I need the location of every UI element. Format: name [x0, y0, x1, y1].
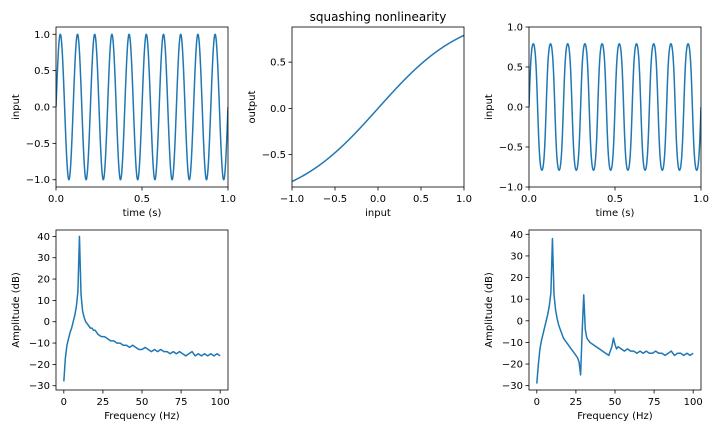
- y-tick-label: −0.5: [262, 150, 286, 161]
- x-tick-label: −1.0: [280, 194, 304, 205]
- x-tick-label: 1.0: [456, 194, 472, 205]
- y-tick-label: 1.0: [34, 30, 50, 41]
- y-tick-label: −20: [502, 360, 523, 371]
- y-tick-label: 0.5: [34, 66, 50, 77]
- y-tick-label: −0.5: [26, 139, 50, 150]
- x-axis-label: Frequency (Hz): [104, 411, 180, 422]
- x-tick-label: 75: [648, 397, 661, 408]
- series-line-0: [63, 235, 221, 382]
- x-axis-label: time (s): [123, 208, 162, 219]
- x-axis-label: Frequency (Hz): [577, 411, 653, 422]
- y-tick-label: 30: [510, 251, 523, 262]
- x-tick-label: 0: [61, 397, 67, 408]
- y-tick-label: −30: [502, 381, 523, 392]
- y-tick-label: −30: [29, 381, 50, 392]
- x-tick-label: 0.0: [48, 194, 64, 205]
- y-tick-label: 0.0: [270, 104, 286, 115]
- x-tick-label: 0.0: [521, 194, 537, 205]
- panel-spectrum-squashed: 0 25 50 75 100 −30 −20 −10 0 10 20 30 40 Frequency (H…: [484, 229, 703, 422]
- x-tick-label: 75: [175, 397, 188, 408]
- x-tick-label: 0: [534, 397, 540, 408]
- x-tick-label: 0.5: [413, 194, 429, 205]
- panel-spectrum-input: 0 25 50 75 100 −30 −20 −10 0 10 20 30 40 Frequency (H…: [11, 229, 230, 422]
- x-tick-label: 100: [211, 397, 230, 408]
- x-tick-label: 50: [136, 397, 149, 408]
- series-line-0: [56, 33, 228, 181]
- x-tick-label: 0.0: [370, 194, 386, 205]
- y-tick-label: 0: [44, 317, 50, 328]
- y-axis-label: input: [484, 94, 495, 120]
- chart-title: squashing nonlinearity: [310, 10, 447, 24]
- y-tick-label: −20: [29, 360, 50, 371]
- y-axis-label: input: [11, 94, 22, 120]
- axes-frame: [528, 229, 702, 391]
- y-tick-label: 30: [37, 253, 50, 264]
- panel-squashing-nonlinearity: −1.0 −0.5 0.0 0.5 1.0 −0.5 0.0 0.5 input output sq…: [247, 10, 472, 219]
- series-line-0: [292, 34, 464, 183]
- y-tick-label: 0: [517, 316, 523, 327]
- x-tick-label: −0.5: [323, 194, 347, 205]
- y-tick-label: −1.0: [499, 183, 523, 194]
- x-tick-label: 25: [97, 397, 110, 408]
- y-tick-label: −10: [29, 339, 50, 350]
- y-tick-label: 20: [37, 275, 50, 286]
- y-tick-label: 1.0: [507, 23, 523, 34]
- series-line-0: [529, 43, 701, 171]
- x-tick-label: 25: [570, 397, 583, 408]
- y-tick-label: 0.0: [34, 103, 50, 114]
- y-tick-label: −0.5: [499, 143, 523, 154]
- y-tick-label: 0.5: [270, 58, 286, 69]
- y-tick-label: −1.0: [26, 175, 50, 186]
- y-tick-label: 0.0: [507, 103, 523, 114]
- y-tick-label: 40: [37, 232, 50, 243]
- y-tick-label: 40: [510, 230, 523, 241]
- y-axis-label: output: [247, 90, 258, 123]
- x-tick-label: 0.5: [134, 194, 150, 205]
- x-tick-label: 100: [684, 397, 703, 408]
- x-tick-label: 1.0: [693, 194, 709, 205]
- x-tick-label: 50: [609, 397, 622, 408]
- x-tick-label: 1.0: [220, 194, 236, 205]
- series-line-0: [536, 237, 694, 384]
- y-tick-label: 20: [510, 273, 523, 284]
- x-axis-label: time (s): [596, 208, 635, 219]
- y-tick-label: −10: [502, 338, 523, 349]
- y-tick-label: 10: [510, 295, 523, 306]
- x-axis-label: input: [365, 208, 391, 219]
- y-axis-label: Amplitude (dB): [11, 272, 22, 348]
- y-tick-label: 10: [37, 296, 50, 307]
- y-tick-label: 0.5: [507, 63, 523, 74]
- panel-sine-input: 0.0 0.5 1.0 −1.0 −0.5 0.0 0.5 1.0 time (s) input: [11, 26, 236, 219]
- panel-sine-squashed: 0.0 0.5 1.0 −1.0 −0.5 0.0 0.5 1.0 time (s) input: [484, 23, 709, 220]
- x-tick-label: 0.5: [607, 194, 623, 205]
- y-axis-label: Amplitude (dB): [484, 272, 495, 348]
